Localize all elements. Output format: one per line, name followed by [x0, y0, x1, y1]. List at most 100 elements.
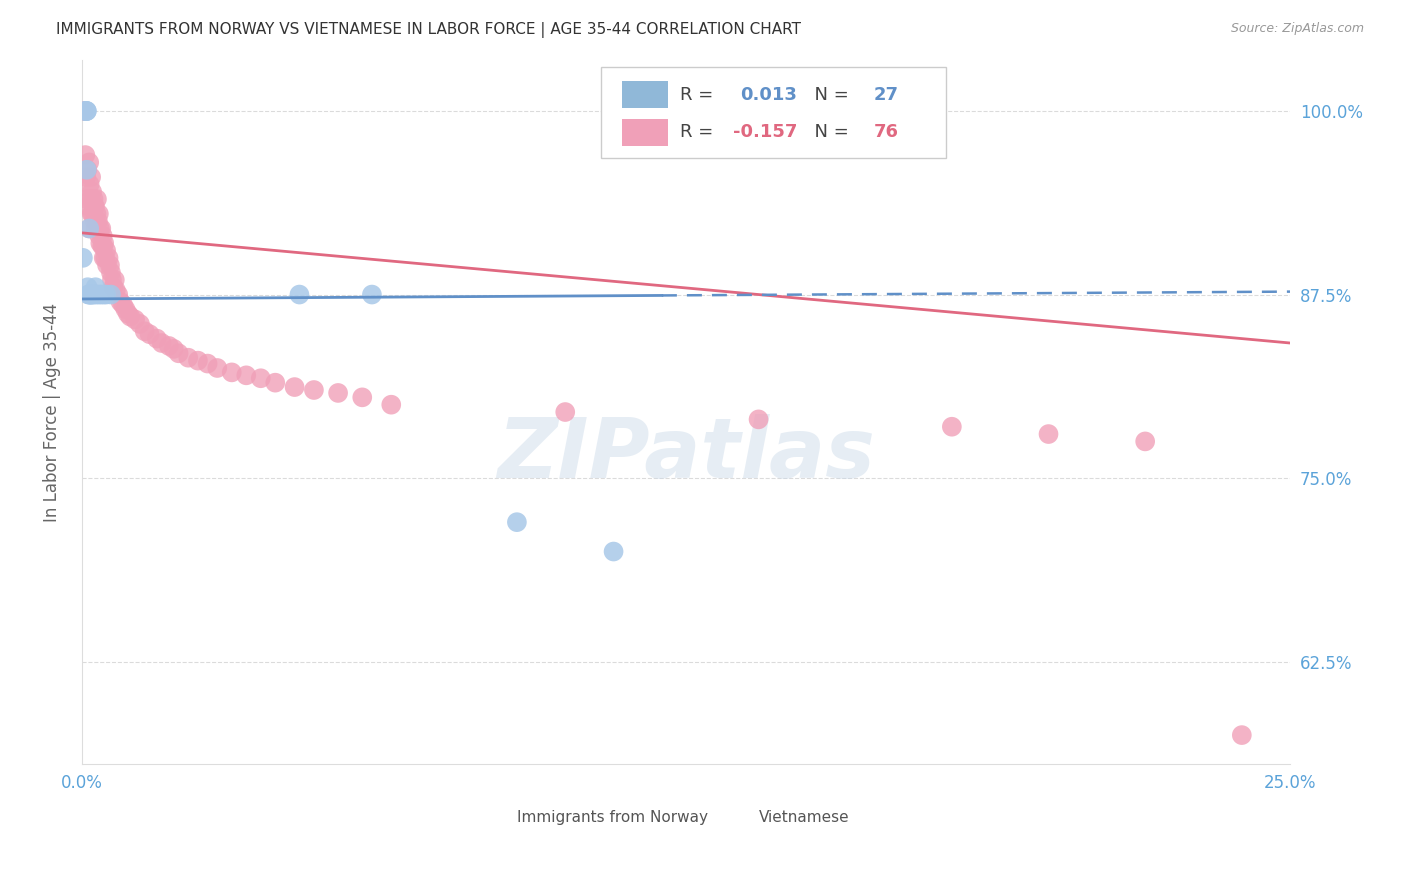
Point: [506, 515, 529, 529]
Point: [75, 103, 97, 118]
Point: [361, 287, 384, 301]
Point: [157, 339, 180, 353]
Point: [120, 310, 142, 324]
Text: -0.157: -0.157: [733, 123, 797, 141]
Text: N =: N =: [803, 86, 855, 103]
Point: [1133, 434, 1156, 449]
Point: [98, 258, 121, 272]
Point: [150, 336, 173, 351]
Point: [76, 280, 98, 294]
Point: [86, 287, 108, 301]
Point: [79, 287, 101, 301]
Point: [117, 307, 139, 321]
Point: [77, 287, 100, 301]
Point: [167, 346, 190, 360]
Point: [380, 398, 402, 412]
Point: [302, 383, 325, 397]
Point: [90, 221, 112, 235]
Text: ZIPatlas: ZIPatlas: [498, 414, 875, 495]
Text: 27: 27: [873, 86, 898, 103]
Point: [79, 178, 101, 192]
Point: [941, 419, 963, 434]
Point: [73, 103, 96, 118]
Point: [187, 353, 209, 368]
Point: [110, 294, 132, 309]
Point: [84, 221, 107, 235]
FancyBboxPatch shape: [602, 67, 946, 158]
Text: R =: R =: [681, 86, 718, 103]
Point: [80, 287, 103, 301]
Point: [221, 365, 243, 379]
Point: [235, 368, 257, 383]
Y-axis label: In Labor Force | Age 35-44: In Labor Force | Age 35-44: [44, 302, 60, 522]
Point: [87, 287, 110, 301]
FancyBboxPatch shape: [621, 81, 668, 108]
Point: [76, 162, 98, 177]
Point: [83, 287, 105, 301]
Point: [82, 287, 104, 301]
Point: [197, 357, 219, 371]
Point: [177, 351, 200, 365]
Text: Vietnamese: Vietnamese: [759, 810, 849, 825]
Point: [129, 317, 152, 331]
Point: [90, 287, 112, 301]
Point: [86, 192, 108, 206]
Point: [79, 287, 101, 301]
FancyBboxPatch shape: [481, 806, 508, 828]
Point: [134, 324, 156, 338]
Point: [94, 287, 117, 301]
Point: [84, 280, 107, 294]
Point: [76, 192, 98, 206]
Point: [103, 280, 125, 294]
Point: [73, 103, 96, 118]
Point: [104, 273, 127, 287]
Point: [83, 214, 105, 228]
Point: [91, 239, 114, 253]
Point: [77, 199, 100, 213]
Point: [79, 192, 101, 206]
FancyBboxPatch shape: [723, 806, 749, 828]
Point: [124, 312, 146, 326]
Point: [80, 207, 103, 221]
Point: [138, 327, 160, 342]
Point: [82, 207, 104, 221]
Point: [93, 251, 115, 265]
Point: [82, 185, 104, 199]
Point: [91, 239, 114, 253]
Point: [76, 162, 98, 177]
Point: [77, 287, 100, 301]
Point: [748, 412, 770, 426]
Point: [284, 380, 307, 394]
Text: R =: R =: [681, 123, 718, 141]
Point: [94, 251, 117, 265]
Point: [326, 386, 349, 401]
Point: [75, 170, 97, 185]
Point: [97, 251, 120, 265]
Point: [93, 287, 115, 301]
FancyBboxPatch shape: [621, 119, 668, 145]
Point: [1038, 427, 1060, 442]
Point: [83, 192, 105, 206]
Point: [114, 302, 136, 317]
Point: [87, 214, 110, 228]
Text: 76: 76: [873, 123, 898, 141]
Point: [1230, 728, 1253, 742]
Point: [94, 244, 117, 258]
Point: [76, 103, 98, 118]
Point: [163, 342, 186, 356]
Point: [75, 148, 97, 162]
Point: [77, 221, 100, 235]
Point: [83, 199, 105, 213]
Point: [76, 103, 98, 118]
Point: [207, 361, 229, 376]
Point: [93, 236, 115, 251]
Point: [100, 266, 122, 280]
Text: Source: ZipAtlas.com: Source: ZipAtlas.com: [1230, 22, 1364, 36]
Point: [107, 287, 129, 301]
Point: [112, 298, 135, 312]
Point: [104, 283, 127, 297]
Text: IMMIGRANTS FROM NORWAY VS VIETNAMESE IN LABOR FORCE | AGE 35-44 CORRELATION CHAR: IMMIGRANTS FROM NORWAY VS VIETNAMESE IN …: [56, 22, 801, 38]
Point: [288, 287, 311, 301]
Point: [91, 228, 114, 243]
Point: [89, 228, 111, 243]
